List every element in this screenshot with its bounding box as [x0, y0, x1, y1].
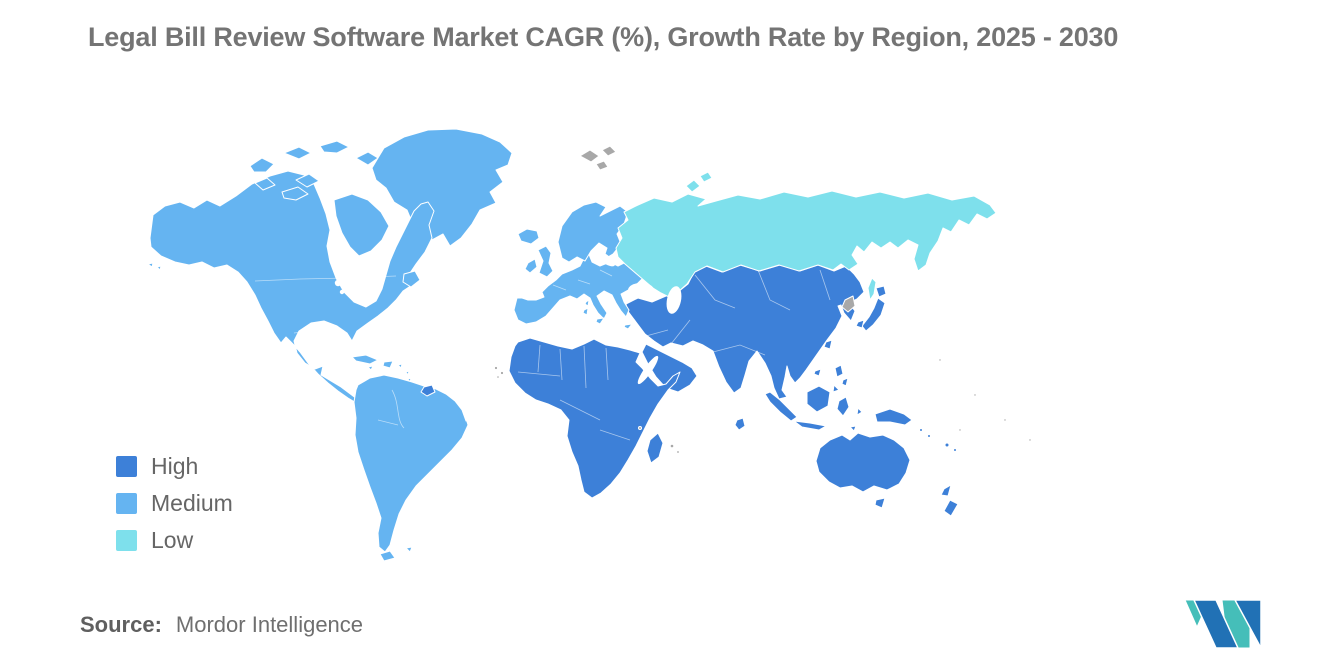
legend: High Medium Low: [116, 452, 233, 553]
legend-item-high: High: [116, 452, 233, 479]
source-value: Mordor Intelligence: [175, 612, 364, 637]
legend-label-medium: Medium: [151, 489, 233, 516]
region-french-guiana: [420, 384, 436, 397]
region-south-america: [353, 374, 469, 562]
seas-overlay: [334, 249, 682, 385]
source-line: Source: Mordor Intelligence: [80, 612, 363, 638]
region-japan: [855, 285, 887, 332]
region-russia: [615, 171, 997, 301]
legend-item-medium: Medium: [116, 489, 233, 516]
source-label: Source:: [80, 612, 162, 637]
mordor-intelligence-logo: [1184, 599, 1262, 649]
region-africa: [508, 337, 681, 499]
legend-label-low: Low: [151, 526, 194, 553]
legend-swatch-medium: [116, 492, 137, 514]
region-europe: [513, 201, 649, 330]
region-greenland: [371, 128, 513, 247]
legend-label-high: High: [151, 452, 199, 479]
region-no-data: [493, 145, 1032, 454]
legend-swatch-low: [116, 529, 137, 551]
logo-blue-triangle: [1233, 599, 1262, 649]
region-australia-nz: [815, 428, 959, 517]
legend-item-low: Low: [116, 526, 233, 553]
region-southeast-asia: [764, 364, 913, 432]
legend-swatch-high: [116, 455, 137, 477]
logo-blue-band: [1192, 599, 1240, 649]
country-borders: [254, 269, 831, 441]
region-north-america: [147, 140, 435, 409]
chart-title: Legal Bill Review Software Market CAGR (…: [88, 22, 1119, 52]
